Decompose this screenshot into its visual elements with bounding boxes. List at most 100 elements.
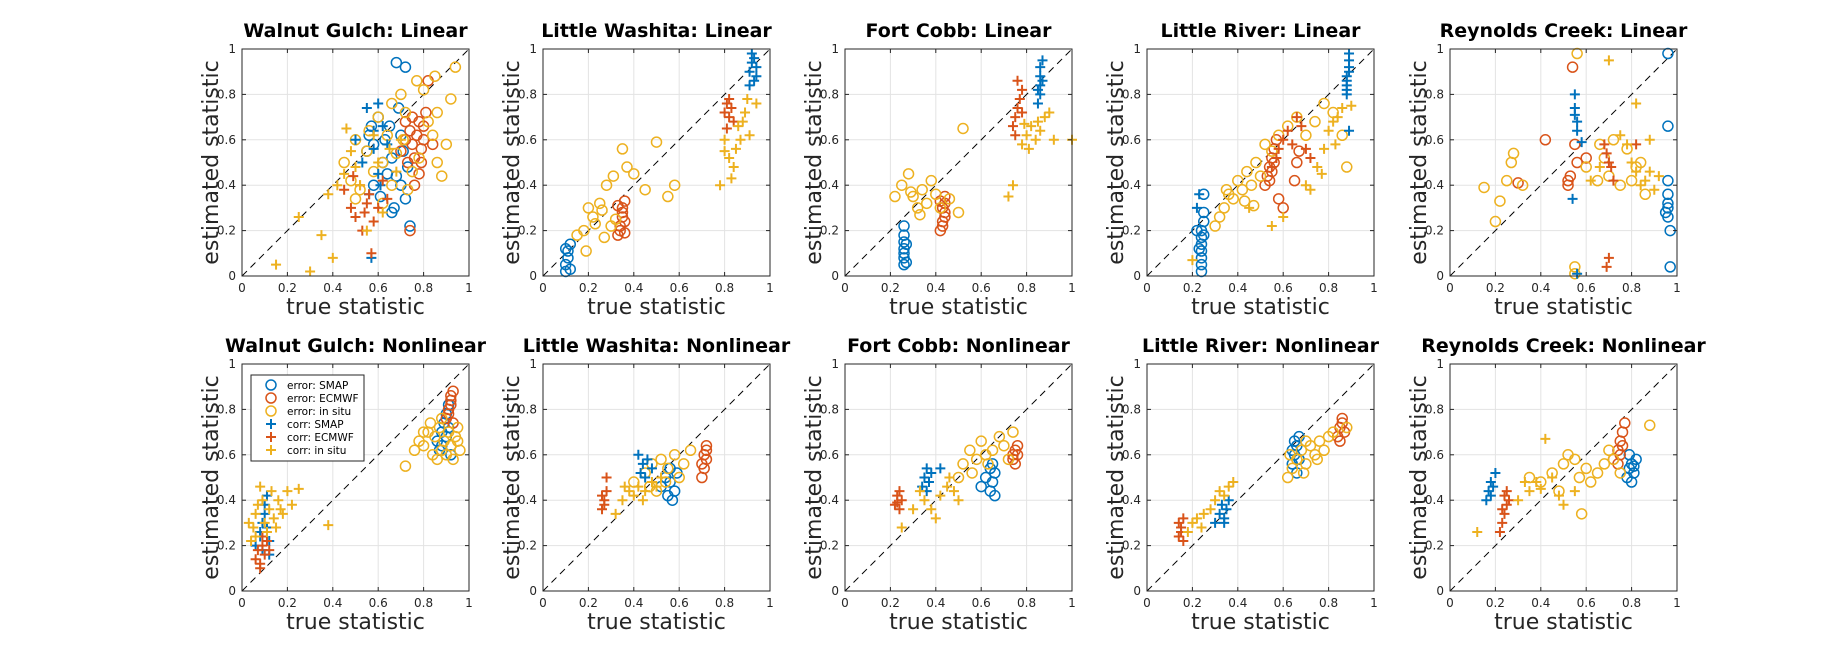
data-point [896,495,907,506]
data-point [390,147,403,160]
data-point [1191,513,1202,524]
data-point [650,136,663,148]
axes-box [1449,48,1678,277]
data-point [1644,166,1655,177]
data-point [1625,476,1638,488]
data-point [339,168,350,179]
data-point [1291,112,1302,123]
series-corr_ecmwf [1494,486,1515,537]
series-error_in_situ [889,122,969,221]
data-point [436,412,448,425]
data-point [1598,458,1611,470]
data-point [417,84,430,96]
data-point [1218,202,1230,214]
data-point [618,227,631,239]
data-point [390,56,403,69]
data-point [261,490,272,501]
data-point [1023,143,1034,154]
data-point [1012,75,1023,86]
data-point [399,61,412,73]
panel-title: Fort Cobb: Nonlinear [847,335,1070,357]
x-tick-label: 0.2 [278,596,297,610]
data-point [366,248,377,259]
data-point [953,495,964,506]
series-corr_smap [1567,89,1587,279]
series-error_smap [1659,47,1676,273]
data-point [1539,134,1552,146]
y-tick-label: 0 [1436,584,1444,598]
y-tick-label: 0.2 [820,539,839,553]
data-point [1035,62,1046,73]
data-point [1601,261,1612,272]
x-axis-label: true statistic [1494,610,1633,635]
data-point [728,116,739,127]
data-point [1244,202,1255,213]
panel-title: Little Washita: Linear [541,20,772,42]
data-point [721,98,732,109]
data-point [1580,152,1592,164]
data-point [1662,174,1674,187]
y-tick-label: 0 [529,269,537,283]
data-point [989,489,1001,502]
data-point [1594,162,1605,173]
panel-title: Walnut Gulch: Linear [243,20,468,42]
data-point [1615,130,1626,141]
data-point [1044,107,1055,118]
data-point [1259,138,1271,151]
data-point [601,486,612,497]
data-point [436,170,448,182]
data-point [399,460,412,472]
data-point [413,152,425,164]
data-point [391,166,402,177]
data-point [1584,476,1597,488]
data-point [930,188,942,201]
data-point [1567,193,1578,204]
data-point [451,421,464,434]
data-point [751,71,762,82]
data-point [975,480,987,493]
x-axis-label: true statistic [1191,610,1330,635]
data-point [564,263,576,275]
data-point [1035,71,1046,82]
data-point [373,202,384,213]
series-corr_in_situ [896,472,964,533]
data-point [1535,483,1546,494]
x-tick-label: 0.4 [926,281,945,295]
data-point [1472,526,1483,537]
data-point [1346,100,1357,111]
data-point [1572,116,1583,127]
y-tick-label: 0 [831,269,839,283]
series-corr_in_situ [1182,477,1239,537]
data-point [268,513,279,524]
data-point [935,490,946,501]
y-tick-label: 0.2 [1122,224,1141,238]
y-tick-label: 0.6 [1122,133,1141,147]
data-point [375,180,386,191]
data-point [1497,504,1508,515]
data-point [1569,89,1580,100]
data-point [1575,508,1588,520]
y-tick-label: 0.8 [217,402,236,416]
data-point [449,61,462,73]
series-error_smap [1191,188,1210,278]
y-tick-label: 0 [1436,269,1444,283]
data-point [431,106,443,119]
x-tick-label: 0.6 [972,596,991,610]
data-point [372,111,384,123]
data-point [721,123,732,134]
data-point [252,499,263,510]
data-point [1478,181,1490,194]
data-point [1330,139,1341,150]
data-point [422,115,434,128]
data-point [282,486,293,497]
data-point [1644,134,1655,145]
data-point [917,481,928,492]
data-point [735,134,746,145]
data-point [1305,184,1316,195]
data-point [386,179,398,191]
data-point [252,545,263,556]
data-point [730,143,741,154]
y-tick-label: 0 [831,584,839,598]
y-tick-label: 0.2 [217,224,236,238]
